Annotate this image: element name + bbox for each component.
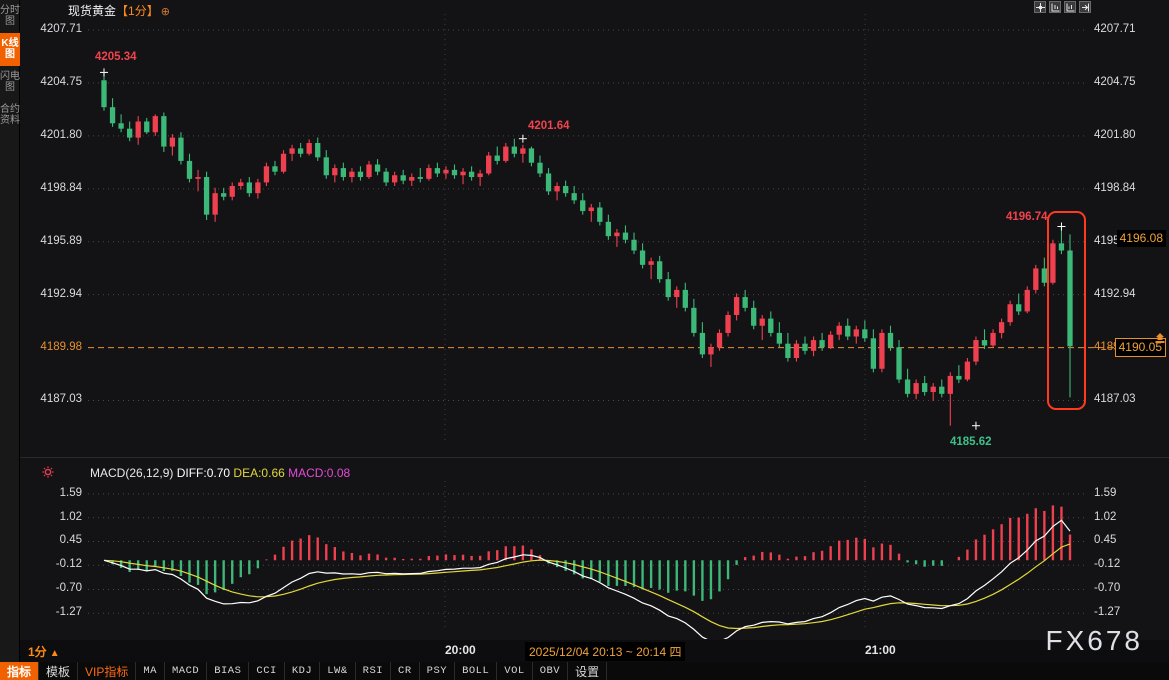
annotation-high-left: 4205.34 <box>95 51 137 63</box>
toolbar-item-label: VIP指标 <box>85 664 129 679</box>
toolbar-boll[interactable]: BOLL <box>455 662 498 680</box>
sidebar-item-label: 闪电图 <box>0 71 20 93</box>
toolbar-item-label: KDJ <box>291 665 313 677</box>
last-price-tag: 4196.08 <box>1116 230 1166 248</box>
toolbar-spacer <box>607 662 1169 680</box>
time-tick: 21:00 <box>865 643 896 657</box>
time-range-label: 2025/12/04 20:13 ~ 20:14 四 <box>525 642 686 661</box>
toolbar-kdj[interactable]: KDJ <box>285 662 321 680</box>
toolbar-indicators[interactable]: 指标 <box>0 662 40 680</box>
toolbar-lwr[interactable]: LW& <box>320 662 356 680</box>
macd-settings-icon[interactable] <box>42 466 54 478</box>
toolbar-item-label: BOLL <box>462 665 490 677</box>
toolbar-item-label: CCI <box>256 665 277 677</box>
sidebar-item-label: 合约资料 <box>0 104 20 126</box>
symbol-name: 现货黄金 <box>68 4 117 18</box>
toolbar-ma[interactable]: MA <box>136 662 165 680</box>
measure-right-icon[interactable] <box>1064 1 1076 13</box>
macd-diff-value: DIFF:0.70 <box>176 466 231 480</box>
sidebar-item-label: 分时图 <box>0 5 20 27</box>
toolbar-rsi[interactable]: RSI <box>356 662 392 680</box>
toolbar-obv[interactable]: OBV <box>533 662 569 680</box>
macd-panel[interactable] <box>20 459 1169 639</box>
macd-canvas <box>88 481 1086 639</box>
toolbar-cr[interactable]: CR <box>391 662 420 680</box>
sidebar-item-timeshare[interactable]: 分时图 <box>0 0 20 33</box>
expand-right-icon[interactable] <box>1079 1 1091 13</box>
toolbar-cci[interactable]: CCI <box>249 662 285 680</box>
toolbar-item-label: BIAS <box>214 665 242 677</box>
bottom-toolbar: 指标 模板 VIP指标 MA MACD BIAS CCI KDJ LW& RSI CR PSY BOLL… <box>0 662 1169 680</box>
toolbar-vol[interactable]: VOL <box>497 662 533 680</box>
sidebar-item-label: K线图 <box>1 38 19 60</box>
globe-icon: ⊕ <box>160 6 170 18</box>
toolbar-item-label: RSI <box>362 665 384 677</box>
toolbar-vip[interactable]: VIP指标 <box>78 662 137 680</box>
time-axis: 1分 ▲ 20:00 21:00 2025/12/04 20:13 ~ 20:14… <box>20 640 1169 662</box>
toolbar-item-label: MA <box>143 665 157 677</box>
toolbar-settings[interactable]: 设置 <box>568 662 608 680</box>
period-badge[interactable]: 1分 ▲ <box>28 643 60 660</box>
toolbar-psy[interactable]: PSY <box>420 662 456 680</box>
chart-title: 现货黄金【1分】 ⊕ <box>68 2 170 19</box>
macd-legend: MACD(26,12,9) DIFF:0.70 DEA:0.66 MACD:0.… <box>90 466 350 480</box>
current-price-tag: 4190.05 <box>1114 338 1166 358</box>
annotation-high-right: 4196.74 <box>1006 211 1048 223</box>
toolbar-templates[interactable]: 模板 <box>39 662 79 680</box>
toolbar-item-label: MACD <box>171 665 200 677</box>
sidebar-item-contract-info[interactable]: 合约资料 <box>0 99 20 132</box>
toolbar-item-label: PSY <box>426 665 448 677</box>
time-tick: 20:00 <box>445 643 476 657</box>
caret-up-icon: ▲ <box>49 648 60 659</box>
period-label: 【1分】 <box>116 4 159 18</box>
sidebar-item-lightning[interactable]: 闪电图 <box>0 66 20 99</box>
watermark: FX678 <box>1045 625 1143 656</box>
chart-toolbar-icons <box>1034 1 1091 13</box>
toolbar-item-label: OBV <box>539 665 561 677</box>
macd-dea-value: DEA:0.66 <box>233 466 285 480</box>
macd-hist-value: MACD:0.08 <box>288 466 351 480</box>
candlestick-canvas <box>88 14 1167 444</box>
toolbar-item-label: CR <box>398 665 412 677</box>
toolbar-macd[interactable]: MACD <box>165 662 208 680</box>
toolbar-item-label: 模板 <box>46 664 71 679</box>
price-panel[interactable] <box>20 0 1169 458</box>
period-badge-label: 1分 <box>28 645 47 659</box>
left-sidebar: 分时图 K线图 闪电图 合约资料 <box>0 0 20 680</box>
toolbar-item-label: LW& <box>327 665 348 677</box>
crosshair-icon[interactable] <box>1034 1 1046 13</box>
sidebar-item-kline[interactable]: K线图 <box>0 33 20 66</box>
toolbar-item-label: 指标 <box>7 664 32 679</box>
price-alert-icon[interactable] <box>1153 331 1167 345</box>
annotation-low-right: 4185.62 <box>950 436 992 448</box>
annotation-high-mid: 4201.64 <box>528 120 570 132</box>
toolbar-item-label: VOL <box>504 665 525 677</box>
chart-area: 4207.71 4207.71 4204.75 4204.75 4201.80 4201.… <box>20 0 1169 680</box>
toolbar-bias[interactable]: BIAS <box>207 662 250 680</box>
macd-title: MACD(26,12,9) <box>90 466 174 480</box>
measure-left-icon[interactable] <box>1049 1 1061 13</box>
toolbar-item-label: 设置 <box>575 664 600 679</box>
